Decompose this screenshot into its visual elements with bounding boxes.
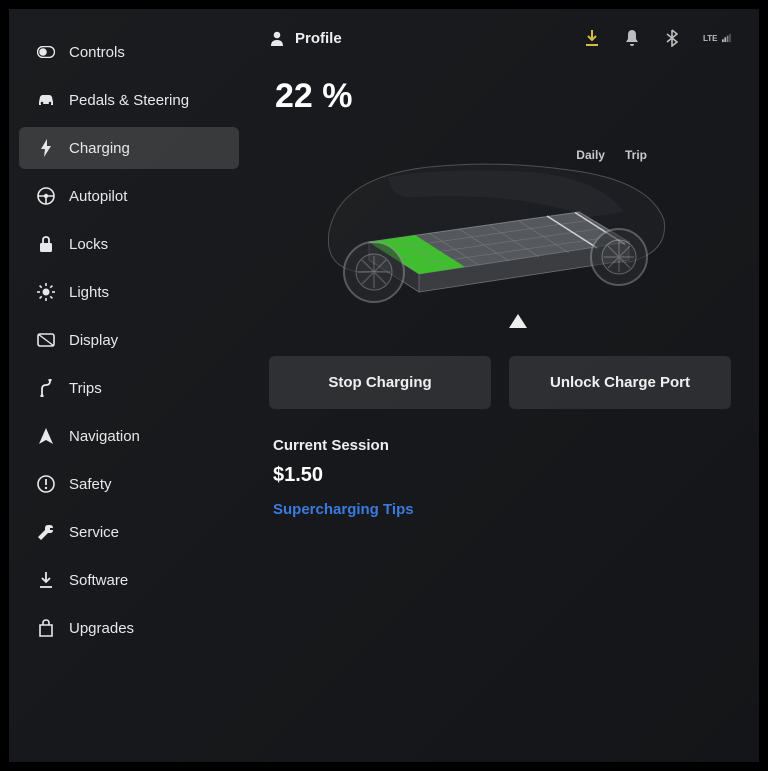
sidebar-item-charging[interactable]: Charging <box>19 127 239 169</box>
lock-icon <box>37 235 55 253</box>
stop-charging-button[interactable]: Stop Charging <box>269 356 491 409</box>
profile-label: Profile <box>295 30 342 47</box>
limit-daily-label[interactable]: Daily <box>576 148 605 162</box>
sidebar: Controls Pedals & Steering Charging Auto… <box>9 9 249 762</box>
sidebar-item-label: Software <box>69 572 128 589</box>
bluetooth-icon[interactable] <box>663 29 681 47</box>
sidebar-item-navigation[interactable]: Navigation <box>19 415 239 457</box>
limit-trip-label[interactable]: Trip <box>625 148 647 162</box>
signal-lte-icon: LTE <box>703 29 731 47</box>
alert-icon <box>37 475 55 493</box>
session-cost: $1.50 <box>273 464 731 487</box>
sidebar-item-lights[interactable]: Lights <box>19 271 239 313</box>
user-icon <box>269 30 285 46</box>
sidebar-item-trips[interactable]: Trips <box>19 367 239 409</box>
sidebar-item-label: Locks <box>69 236 108 253</box>
screen: Controls Pedals & Steering Charging Auto… <box>8 8 760 763</box>
download-icon <box>37 571 55 589</box>
sidebar-item-pedals-steering[interactable]: Pedals & Steering <box>19 79 239 121</box>
sidebar-item-locks[interactable]: Locks <box>19 223 239 265</box>
sidebar-item-label: Trips <box>69 380 102 397</box>
topbar: Profile LTE <box>269 29 731 47</box>
supercharging-tips-link[interactable]: Supercharging Tips <box>273 501 731 518</box>
display-icon <box>37 331 55 349</box>
notifications-icon[interactable] <box>623 29 641 47</box>
charge-limit-slider-handle[interactable] <box>509 314 527 328</box>
charge-limit-labels: Daily Trip <box>576 148 647 162</box>
sidebar-item-autopilot[interactable]: Autopilot <box>19 175 239 217</box>
vehicle-battery-visual: Daily Trip <box>269 122 731 342</box>
profile-button[interactable]: Profile <box>269 30 342 47</box>
main-content: Profile LTE 22 % Daily <box>249 9 759 762</box>
charge-percent: 22 % <box>275 77 731 116</box>
sidebar-item-label: Service <box>69 524 119 541</box>
unlock-charge-port-button[interactable]: Unlock Charge Port <box>509 356 731 409</box>
sun-icon <box>37 283 55 301</box>
sidebar-item-label: Pedals & Steering <box>69 92 189 109</box>
sidebar-item-label: Upgrades <box>69 620 134 637</box>
sidebar-item-label: Safety <box>69 476 112 493</box>
sidebar-item-label: Charging <box>69 140 130 157</box>
update-available-icon[interactable] <box>583 29 601 47</box>
sidebar-item-service[interactable]: Service <box>19 511 239 553</box>
steering-wheel-icon <box>37 187 55 205</box>
sidebar-item-safety[interactable]: Safety <box>19 463 239 505</box>
bolt-icon <box>37 139 55 157</box>
sidebar-item-label: Controls <box>69 44 125 61</box>
sidebar-item-label: Autopilot <box>69 188 127 205</box>
navigation-icon <box>37 427 55 445</box>
sidebar-item-label: Lights <box>69 284 109 301</box>
sidebar-item-software[interactable]: Software <box>19 559 239 601</box>
bag-icon <box>37 619 55 637</box>
sidebar-item-label: Display <box>69 332 118 349</box>
sidebar-item-display[interactable]: Display <box>19 319 239 361</box>
wrench-icon <box>37 523 55 541</box>
session-label: Current Session <box>273 437 731 454</box>
session-info: Current Session $1.50 Supercharging Tips <box>273 437 731 518</box>
car-icon <box>37 91 55 109</box>
route-icon <box>37 379 55 397</box>
sidebar-item-upgrades[interactable]: Upgrades <box>19 607 239 649</box>
status-icons: LTE <box>583 29 731 47</box>
toggle-icon <box>37 43 55 61</box>
charging-actions: Stop Charging Unlock Charge Port <box>269 356 731 409</box>
sidebar-item-controls[interactable]: Controls <box>19 31 239 73</box>
sidebar-item-label: Navigation <box>69 428 140 445</box>
